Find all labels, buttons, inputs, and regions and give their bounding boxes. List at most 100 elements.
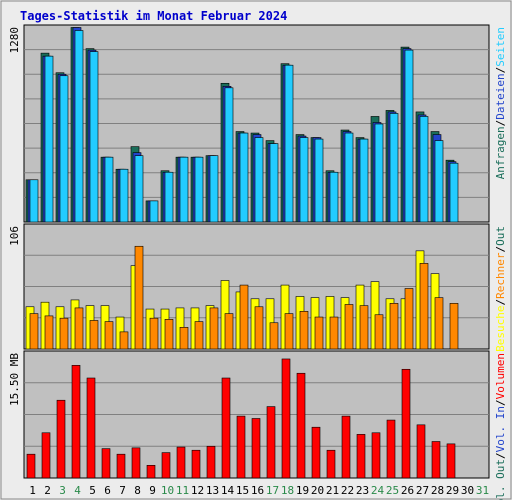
top-bar-seiten-day-10 (164, 171, 174, 223)
top-bar-seiten-day-11 (179, 156, 189, 223)
bottom-bar-volumen-day-18 (281, 358, 291, 479)
bottom-bar-volumen-day-24 (371, 432, 381, 479)
x-tick-label-day-27: 27 (416, 484, 429, 497)
middle-bar-rechner-day-7 (119, 331, 129, 350)
x-tick-label-day-5: 5 (89, 484, 96, 497)
x-tick-label-day-20: 20 (311, 484, 324, 497)
panel-visits-sites (23, 223, 490, 350)
x-tick-label-day-18: 18 (281, 484, 294, 497)
top-bar-seiten-day-20 (314, 138, 324, 223)
legends: Anfragen/Dateien/SeitenBesuche/Rechner/O… (494, 27, 507, 500)
top-bar-seiten-day-14 (224, 87, 234, 223)
middle-ymax-label: 106 (8, 226, 21, 246)
top-bar-seiten-day-15 (239, 132, 249, 223)
bottom-bar-volumen-day-19 (296, 372, 306, 479)
top-bar-seiten-day-23 (359, 138, 369, 223)
legend-separator: / (494, 452, 507, 459)
legend-item-rechner: Rechner (494, 252, 507, 299)
top-bar-seiten-day-2 (44, 55, 54, 223)
legend-separator: / (494, 246, 507, 253)
legend-item-dateien: Dateien (494, 73, 507, 119)
bottom-bar-volumen-day-7 (116, 453, 126, 479)
top-bar-seiten-day-16 (254, 137, 264, 223)
legend-top: Anfragen/Dateien/Seiten (494, 27, 507, 179)
middle-bar-rechner-day-24 (374, 314, 384, 350)
top-bar-seiten-day-9 (149, 200, 159, 223)
legend-item-anfragen: Anfragen (494, 126, 507, 179)
top-ymax-label: 1280 (8, 27, 21, 54)
bottom-bar-volumen-day-8 (131, 447, 141, 479)
middle-bar-rechner-day-13 (209, 307, 219, 350)
bottom-bar-volumen-day-20 (311, 426, 321, 479)
x-tick-label-day-23: 23 (356, 484, 369, 497)
x-tick-label-day-17: 17 (266, 484, 279, 497)
bottom-bar-volumen-day-1 (26, 453, 36, 479)
middle-bar-rechner-day-3 (59, 317, 69, 350)
x-tick-label-day-26: 26 (401, 484, 414, 497)
x-tick-label-day-12: 12 (191, 484, 204, 497)
bottom-bar-volumen-day-4 (71, 365, 81, 479)
top-bar-seiten-day-8 (134, 155, 144, 223)
middle-bar-rechner-day-17 (269, 322, 279, 350)
bottom-bar-volumen-day-16 (251, 418, 261, 479)
x-tick-label-day-22: 22 (341, 484, 354, 497)
middle-bar-rechner-day-23 (359, 305, 369, 350)
x-tick-label-day-13: 13 (206, 484, 219, 497)
middle-bar-rechner-day-28 (434, 297, 444, 350)
top-bar-seiten-day-1 (29, 179, 39, 223)
legend-item-seiten: Seiten (494, 27, 507, 67)
top-bar-seiten-day-29 (449, 162, 459, 223)
middle-bar-rechner-day-19 (299, 311, 309, 350)
x-tick-label-day-16: 16 (251, 484, 264, 497)
top-bar-seiten-day-19 (299, 137, 309, 223)
legend-item-volumen: Volumen (494, 353, 507, 399)
x-tick-label-day-24: 24 (371, 484, 385, 497)
bottom-bar-volumen-day-3 (56, 399, 66, 479)
bottom-bar-volumen-day-13 (206, 445, 216, 479)
top-bar-seiten-day-27 (419, 116, 429, 223)
middle-bar-rechner-day-11 (179, 327, 189, 350)
bottom-bar-volumen-day-9 (146, 465, 156, 479)
top-bar-seiten-day-18 (284, 64, 294, 223)
bottom-bar-volumen-day-2 (41, 432, 51, 479)
panel-volume (23, 350, 490, 479)
bottom-bar-volumen-day-25 (386, 419, 396, 479)
middle-bar-rechner-day-26 (404, 288, 414, 350)
middle-bar-rechner-day-20 (314, 316, 324, 350)
middle-bar-rechner-day-29 (449, 303, 459, 350)
x-tick-label-day-3: 3 (59, 484, 66, 497)
x-tick-label-day-14: 14 (221, 484, 235, 497)
middle-bar-rechner-day-22 (344, 304, 354, 350)
middle-bar-rechner-day-8 (134, 245, 144, 350)
x-tick-label-day-28: 28 (431, 484, 444, 497)
bottom-bar-volumen-day-14 (221, 377, 231, 479)
panel-requests-files-pages (23, 24, 490, 223)
bottom-bar-volumen-day-12 (191, 449, 201, 479)
top-bar-seiten-day-5 (89, 51, 99, 223)
middle-bar-rechner-day-27 (419, 263, 429, 350)
bottom-bar-volumen-day-15 (236, 415, 246, 479)
top-bar-seiten-day-7 (119, 168, 129, 223)
bottom-bar-volumen-day-23 (356, 434, 366, 479)
legend-separator: / (494, 120, 507, 127)
bottom-bar-volumen-day-26 (401, 368, 411, 479)
middle-bar-rechner-day-1 (29, 313, 39, 350)
bottom-bar-volumen-day-22 (341, 415, 351, 479)
chart-title: Tages-Statistik im Monat Februar 2024 (20, 9, 287, 23)
x-tick-label-day-31: 31 (476, 484, 489, 497)
x-tick-label-day-25: 25 (386, 484, 399, 497)
legend-bottom: Vol. Out/Vol. In/Volumen (494, 353, 507, 500)
legend-item-besuche: Besuche (494, 305, 507, 351)
bottom-bar-volumen-day-11 (176, 446, 186, 479)
bottom-bar-volumen-day-28 (431, 441, 441, 479)
top-bar-seiten-day-28 (434, 140, 444, 223)
bottom-ymax-label: 15.50 MB (8, 353, 21, 406)
middle-bar-rechner-day-5 (89, 320, 99, 350)
legend-item-vol-in: Vol. In (494, 406, 507, 452)
y-axis-max-labels: 1280 106 15.50 MB (8, 27, 21, 406)
middle-bar-rechner-day-6 (104, 321, 114, 350)
middle-bar-rechner-day-9 (149, 317, 159, 350)
